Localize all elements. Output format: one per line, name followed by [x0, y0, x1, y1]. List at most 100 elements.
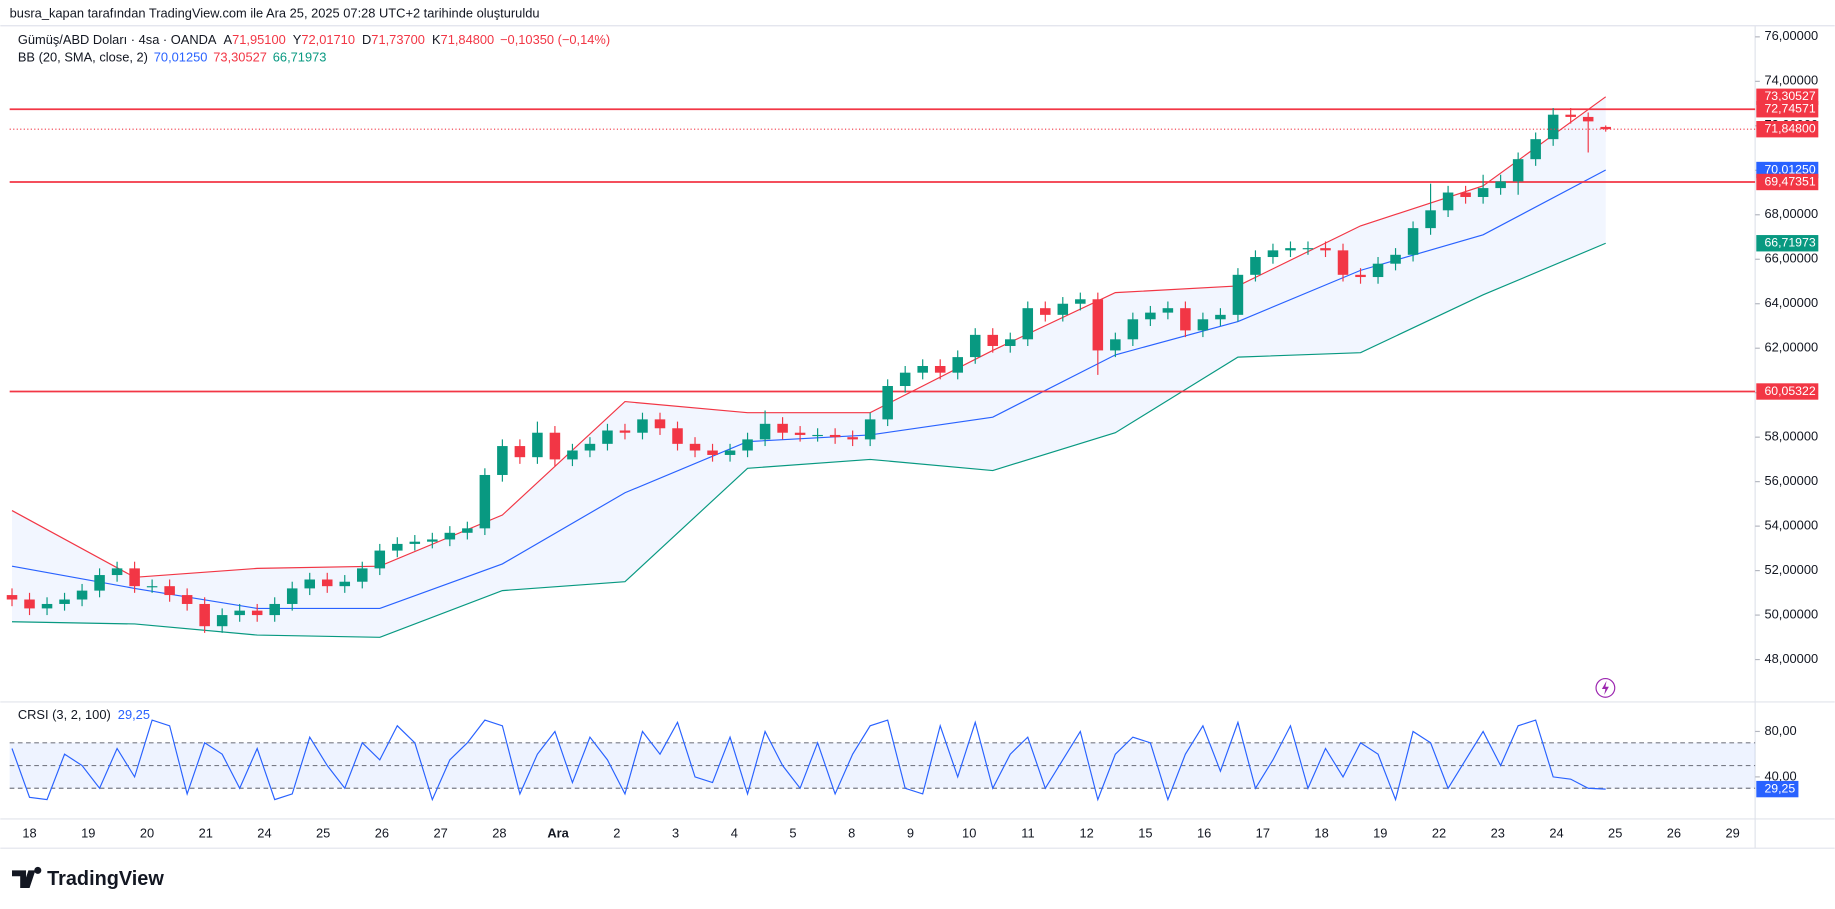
y-tick-label: 66,00000: [1764, 251, 1818, 266]
x-tick-label: 9: [907, 826, 914, 841]
logo: [12, 866, 42, 888]
candle-body: [427, 539, 438, 542]
y-tick-label: 56,00000: [1764, 473, 1818, 488]
x-tick-label: 19: [1373, 826, 1387, 841]
candle-body: [934, 365, 946, 373]
x-tick-label: 3: [672, 826, 679, 841]
candle-body: [777, 423, 788, 433]
candle-body: [1267, 250, 1279, 258]
candle-body: [1600, 126, 1611, 130]
candle-body: [181, 595, 193, 604]
candle-body: [1022, 308, 1034, 340]
y-tick-label: 76,00000: [1764, 28, 1818, 43]
x-tick-label: 18: [22, 826, 36, 841]
candle-body: [1460, 192, 1471, 197]
candle-body: [1040, 308, 1051, 315]
candle-body: [1075, 299, 1086, 304]
x-tick-label: 2: [613, 826, 620, 841]
bb-title: BB (20, SMA, close, 2): [18, 50, 148, 65]
price-tag: [1756, 88, 1819, 105]
crsi-value: 29,25: [118, 707, 150, 722]
price-tag-label: 60,05322: [1764, 384, 1815, 398]
candle-body: [567, 450, 578, 460]
crsi-legend: CRSI (3, 2, 100) 29,25: [18, 707, 150, 722]
candle-body: [1407, 228, 1419, 255]
candle-body: [146, 586, 158, 588]
candle-body: [251, 610, 263, 616]
candle-body: [1215, 314, 1226, 320]
candle-body: [444, 532, 456, 540]
candle-body: [899, 372, 911, 387]
candle-body: [549, 432, 561, 460]
x-tick-label: 11: [1021, 826, 1034, 841]
bb-legend: BB (20, SMA, close, 2) 70,01250 73,30527 66…: [18, 50, 327, 65]
candle-body: [1390, 254, 1401, 264]
price-tag: [1756, 101, 1819, 118]
x-tick-label: 8: [848, 826, 855, 841]
candle-body: [1337, 250, 1349, 275]
crsi-title: CRSI (3, 2, 100): [18, 707, 111, 722]
candle-body: [1057, 303, 1069, 315]
candle-body: [707, 450, 718, 455]
candle-body: [812, 434, 823, 437]
x-tick-label: 15: [1138, 826, 1152, 841]
candle-body: [1092, 299, 1104, 351]
ohlc-key: K: [432, 32, 441, 47]
candle-body: [917, 365, 928, 373]
price-tag: [1756, 121, 1819, 138]
candle-body: [1565, 114, 1576, 117]
crsi-line: [11, 719, 1606, 802]
x-tick-label: 24: [1549, 826, 1563, 841]
candle-body: [129, 568, 140, 587]
candle-body: [76, 590, 88, 600]
x-tick-label: 19: [81, 826, 95, 841]
x-tick-label: 20: [140, 826, 154, 841]
candle-body: [286, 588, 298, 604]
bb-value: 73,30527: [213, 50, 267, 65]
brand: TradingView: [47, 868, 164, 890]
x-tick-label: 18: [1314, 826, 1328, 841]
price-tag-label: 70,01250: [1764, 162, 1815, 176]
x-tick-label: 16: [1197, 826, 1211, 841]
candle-body: [1162, 308, 1174, 313]
candle-body: [829, 434, 841, 438]
x-tick-label: 25: [1608, 826, 1622, 841]
candle-body: [864, 419, 876, 440]
y-tick-label: 62,00000: [1764, 340, 1818, 355]
x-tick-label: 26: [375, 826, 389, 841]
ohlc-key: D: [362, 32, 371, 47]
candle-body: [1197, 319, 1209, 331]
candle-body: [59, 599, 70, 604]
x-tick-label: 27: [433, 826, 447, 841]
y-tick-label: 68,00000: [1764, 206, 1818, 221]
bb-value: 66,71973: [273, 50, 327, 65]
candle-body: [742, 439, 753, 451]
candle-body: [637, 419, 648, 433]
candle-body: [794, 432, 806, 435]
bb-fill: [12, 96, 1606, 638]
candle-body: [654, 419, 666, 429]
ohlc-key: Y: [293, 32, 302, 47]
price-tag: [1756, 235, 1819, 252]
crsi-tag: [1756, 780, 1799, 798]
candle-body: [514, 446, 526, 458]
y-tick-label: 54,00000: [1764, 518, 1818, 533]
price-tag-label: 71,84800: [1764, 121, 1815, 135]
x-tick-label: 12: [1080, 826, 1094, 841]
candle-body: [339, 581, 351, 587]
price-tag-label: 66,71973: [1764, 235, 1815, 249]
candle-body: [1302, 248, 1314, 250]
candle-body: [234, 610, 245, 616]
alert-icon[interactable]: [1595, 677, 1616, 698]
x-tick-label: 17: [1256, 826, 1270, 841]
price-tag-label: 72,74571: [1764, 101, 1815, 115]
crsi-tag-label: 29,25: [1764, 781, 1795, 795]
candle-body: [619, 430, 631, 433]
x-tick-label: 22: [1432, 826, 1446, 841]
bb-value: 70,01250: [154, 50, 208, 65]
ohlc-value: 72,01710: [301, 32, 355, 47]
candle-body: [672, 428, 683, 444]
candle-body: [1530, 139, 1541, 160]
x-tick-label: Ara: [547, 826, 569, 841]
